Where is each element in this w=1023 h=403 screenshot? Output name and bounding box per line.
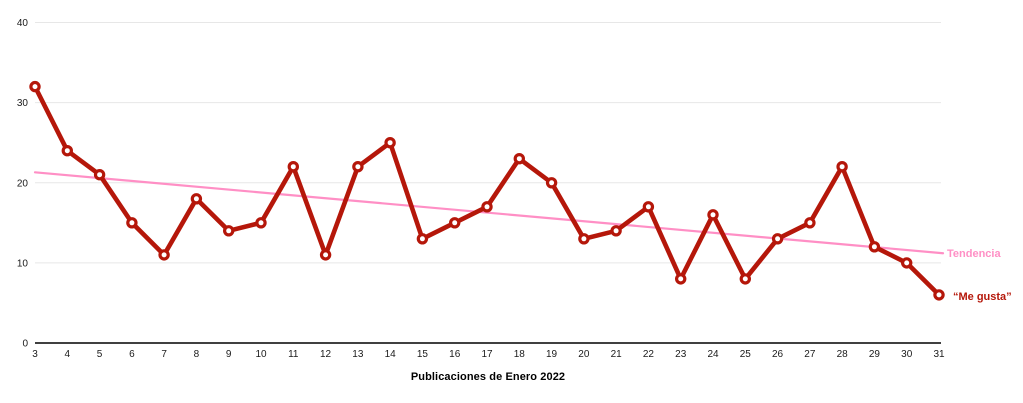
x-tick-label: 4 <box>65 349 71 360</box>
data-point-marker <box>933 289 945 301</box>
data-point-marker <box>578 233 590 245</box>
x-axis-title: Publicaciones de Enero 2022 <box>410 371 566 383</box>
trend-line-label: Tendencia <box>947 248 1001 260</box>
x-tick-label: 7 <box>161 349 167 360</box>
data-line <box>32 84 942 298</box>
x-tick-label: 15 <box>417 349 429 360</box>
tick-labels-layer: 0 10 20 30 40 3 4 5 6 7 8 9 10 11 12 13 14 15 16 17 18 19 20 21… <box>17 18 945 360</box>
data-point-marker <box>158 249 170 261</box>
data-point-marker <box>61 144 74 157</box>
x-tick-label: 16 <box>449 349 461 360</box>
x-tick-label: 22 <box>643 349 655 360</box>
data-point-marker <box>707 209 719 221</box>
data-point-marker <box>901 257 913 269</box>
x-tick-label: 26 <box>772 349 784 360</box>
data-point-marker <box>513 152 526 165</box>
data-point-marker <box>836 160 848 173</box>
data-point-marker <box>675 273 687 285</box>
y-tick-label: 30 <box>17 98 29 109</box>
x-tick-label: 8 <box>194 349 200 360</box>
x-tick-label: 21 <box>611 349 623 360</box>
x-tick-label: 29 <box>869 349 881 360</box>
x-tick-label: 5 <box>97 349 103 360</box>
data-point-marker <box>545 177 558 189</box>
x-tick-label: 13 <box>352 349 364 360</box>
x-tick-label: 18 <box>514 349 526 360</box>
data-point-marker <box>449 217 461 229</box>
x-tick-label: 17 <box>481 349 493 360</box>
data-point-marker <box>610 225 622 237</box>
data-point-marker <box>93 168 106 181</box>
data-point-marker <box>739 273 752 285</box>
x-tick-label: 3 <box>32 349 38 360</box>
data-point-marker <box>287 160 299 173</box>
data-point-marker <box>384 136 396 149</box>
x-tick-label: 12 <box>320 349 332 360</box>
x-tick-label: 24 <box>707 349 719 360</box>
data-point-marker <box>222 225 235 237</box>
x-tick-label: 25 <box>740 349 752 360</box>
data-point-marker <box>255 217 267 229</box>
x-tick-label: 23 <box>675 349 687 360</box>
x-tick-label: 20 <box>578 349 590 360</box>
trend-line <box>33 171 945 255</box>
y-tick-label: 10 <box>17 258 29 269</box>
series-label-me-gusta: “Me gusta” <box>953 291 1012 303</box>
trend-line-layer <box>33 171 945 255</box>
x-tick-label: 19 <box>546 349 558 360</box>
data-point-marker <box>642 201 655 213</box>
x-tick-label: 6 <box>129 349 135 360</box>
y-tick-label: 20 <box>17 178 29 189</box>
data-point-marker <box>771 233 784 245</box>
data-point-marker <box>481 201 493 213</box>
x-tick-label: 28 <box>837 349 849 360</box>
x-tick-label: 31 <box>933 349 945 360</box>
y-tick-label: 40 <box>17 18 29 29</box>
data-series-layer <box>29 80 945 301</box>
data-point-marker <box>29 80 41 93</box>
data-point-marker <box>868 241 881 253</box>
x-tick-label: 30 <box>901 349 913 360</box>
x-tick-label: 10 <box>255 349 267 360</box>
x-tick-label: 27 <box>804 349 816 360</box>
y-tick-label: 0 <box>22 339 28 350</box>
data-point-marker <box>804 217 816 229</box>
data-point-marker <box>126 217 138 229</box>
gridlines-layer <box>35 22 941 344</box>
data-point-marker <box>190 193 203 205</box>
x-tick-label: 9 <box>226 349 232 360</box>
data-point-marker <box>352 160 364 173</box>
data-point-marker <box>319 249 332 261</box>
data-point-marker <box>416 233 429 245</box>
x-tick-label: 14 <box>385 349 397 360</box>
x-tick-label: 11 <box>288 349 299 360</box>
